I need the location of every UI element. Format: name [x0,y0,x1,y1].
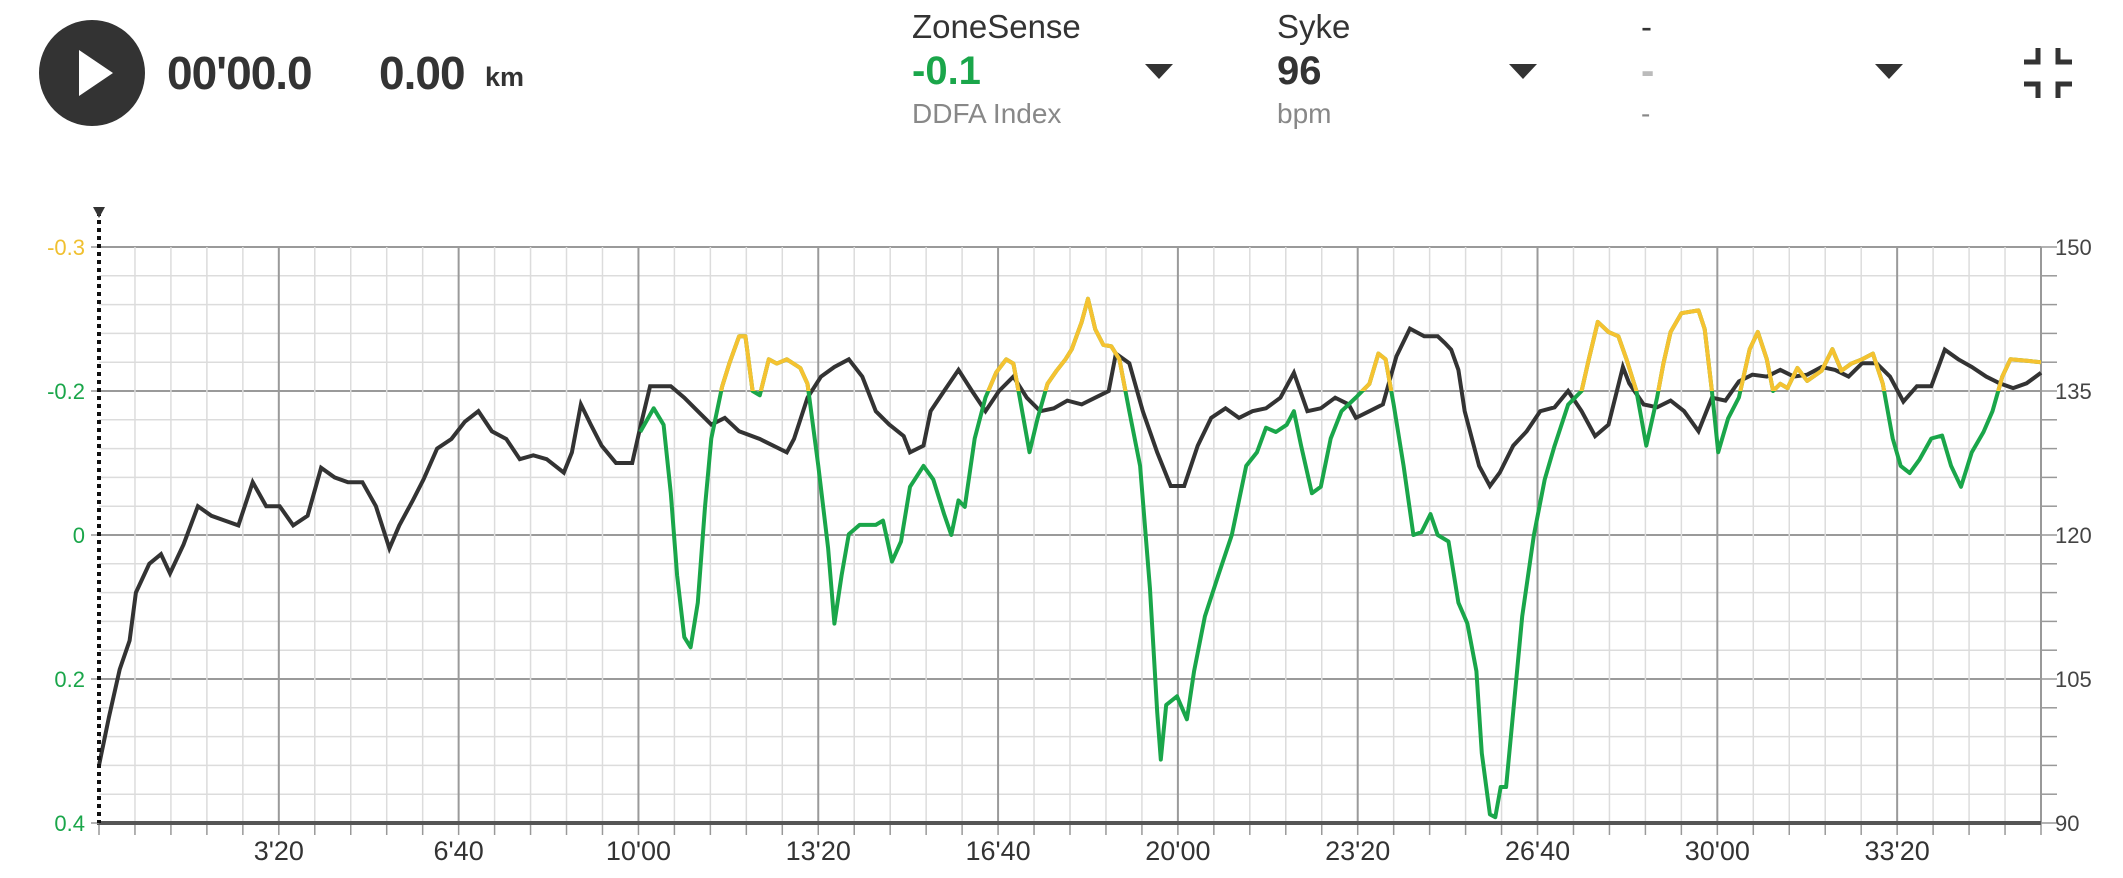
left-tick-label: -0.3 [47,235,85,260]
x-tick-label: 33'20 [1865,836,1930,866]
metric-unit: DDFA Index [912,98,1062,129]
right-tick-label: 150 [2055,235,2092,260]
x-tick-label: 26'40 [1505,836,1570,866]
dropdown-chevron-icon[interactable] [1509,64,1537,79]
grid [99,246,2041,824]
x-tick-label: 6'40 [434,836,484,866]
playhead-cursor[interactable] [93,207,105,823]
x-tick-label: 13'20 [786,836,851,866]
x-tick-label: 10'00 [606,836,671,866]
metric-label: - [1641,8,1652,45]
elapsed-time: 00'00.0 [167,47,313,99]
left-tick-label: 0.4 [54,811,85,836]
metric-value: 96 [1277,49,1322,93]
metric-label: ZoneSense [912,8,1081,45]
metric-unit: - [1641,98,1651,129]
series [97,296,2043,820]
metric-value: -0.1 [912,49,981,93]
x-tick-label: 3'20 [254,836,304,866]
distance-unit: km [485,62,525,92]
zonesense-above-threshold-line [719,296,2042,391]
right-tick-label: 135 [2055,379,2092,404]
x-tick-label: 30'00 [1685,836,1750,866]
dropdown-chevron-icon[interactable] [1145,64,1173,79]
x-tick-label: 16'40 [965,836,1030,866]
x-tick-label: 23'20 [1325,836,1390,866]
collapse-fullscreen-icon [2024,48,2072,98]
heart-rate-line [97,325,2043,766]
dropdown-chevron-icon[interactable] [1875,64,1903,79]
playhead-triangle-icon [93,207,105,218]
left-tick-label: 0 [73,523,85,548]
right-tick-label: 105 [2055,667,2092,692]
zonesense-line [638,296,2042,820]
right-tick-label: 90 [2055,811,2079,836]
axes: 3'20 6'40 10'00 13'20 16'40 20'00 23'20 26'40 30… [47,235,2092,866]
left-tick-label: 0.2 [54,667,85,692]
play-icon [79,50,113,96]
metric-label: Syke [1277,8,1351,45]
metric-unit: bpm [1277,98,1332,129]
x-tick-label: 20'00 [1145,836,1210,866]
play-button[interactable] [39,20,145,126]
left-tick-label: -0.2 [47,379,85,404]
right-tick-label: 120 [2055,523,2092,548]
distance-value: 0.00 [379,47,466,99]
collapse-fullscreen-button[interactable] [2020,46,2076,100]
metric-value: - [1641,49,1655,93]
